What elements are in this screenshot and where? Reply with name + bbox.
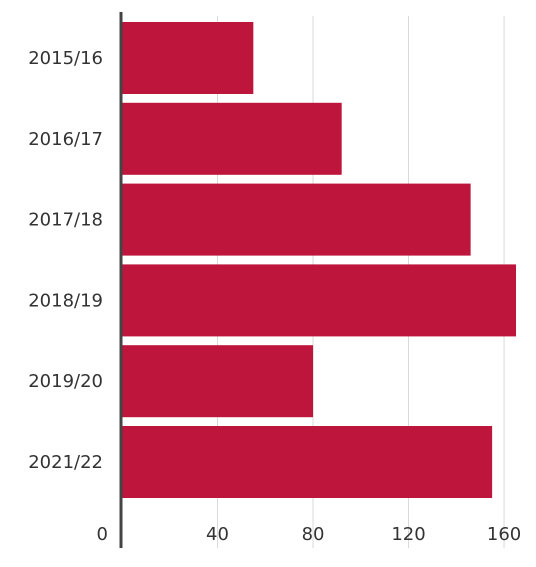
- x-tick-label: 80: [302, 524, 325, 545]
- bar-2015-16: [122, 22, 254, 94]
- bar-2017-18: [122, 183, 471, 256]
- bars: [122, 22, 516, 498]
- category-label: 2017/18: [28, 210, 103, 231]
- category-label: 2021/22: [28, 452, 103, 473]
- bar-2016-17: [122, 102, 342, 175]
- x-tick-label: 160: [487, 524, 521, 545]
- category-labels: 2015/16 2016/17 2017/18 2018/19 2019/20 2021/…: [28, 48, 103, 473]
- x-tick-labels: 0 40 80 120 160: [97, 524, 522, 545]
- category-label: 2016/17: [28, 129, 103, 150]
- bar-2019-20: [122, 345, 314, 418]
- category-label: 2015/16: [28, 48, 103, 69]
- x-tick-label: 0: [97, 524, 108, 545]
- x-tick-label: 120: [391, 524, 425, 545]
- bar-2021-22: [122, 426, 493, 498]
- category-label: 2018/19: [28, 290, 103, 311]
- x-tick-label: 40: [206, 524, 229, 545]
- category-label: 2019/20: [28, 371, 103, 392]
- bar-2018-19: [122, 264, 516, 337]
